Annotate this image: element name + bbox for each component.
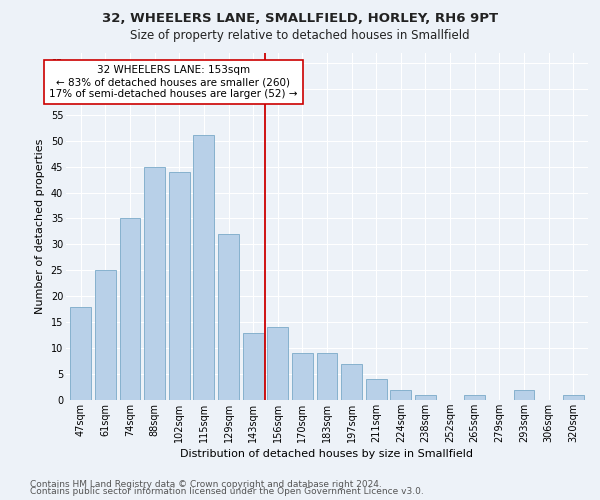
Text: 32, WHEELERS LANE, SMALLFIELD, HORLEY, RH6 9PT: 32, WHEELERS LANE, SMALLFIELD, HORLEY, R… bbox=[102, 12, 498, 26]
Bar bbox=[341, 364, 362, 400]
Bar bbox=[95, 270, 116, 400]
Bar bbox=[70, 306, 91, 400]
Bar bbox=[563, 395, 584, 400]
Text: 32 WHEELERS LANE: 153sqm
← 83% of detached houses are smaller (260)
17% of semi-: 32 WHEELERS LANE: 153sqm ← 83% of detach… bbox=[49, 66, 298, 98]
Text: Size of property relative to detached houses in Smallfield: Size of property relative to detached ho… bbox=[130, 29, 470, 42]
Bar bbox=[218, 234, 239, 400]
Bar bbox=[144, 166, 165, 400]
Y-axis label: Number of detached properties: Number of detached properties bbox=[35, 138, 45, 314]
Bar bbox=[119, 218, 140, 400]
X-axis label: Distribution of detached houses by size in Smallfield: Distribution of detached houses by size … bbox=[181, 449, 473, 459]
Bar bbox=[317, 354, 337, 400]
Bar bbox=[514, 390, 535, 400]
Bar bbox=[169, 172, 190, 400]
Bar bbox=[391, 390, 412, 400]
Text: Contains HM Land Registry data © Crown copyright and database right 2024.: Contains HM Land Registry data © Crown c… bbox=[30, 480, 382, 489]
Bar bbox=[292, 354, 313, 400]
Bar bbox=[267, 328, 288, 400]
Bar bbox=[464, 395, 485, 400]
Bar bbox=[366, 380, 387, 400]
Bar bbox=[242, 332, 263, 400]
Text: Contains public sector information licensed under the Open Government Licence v3: Contains public sector information licen… bbox=[30, 488, 424, 496]
Bar bbox=[415, 395, 436, 400]
Bar bbox=[193, 136, 214, 400]
